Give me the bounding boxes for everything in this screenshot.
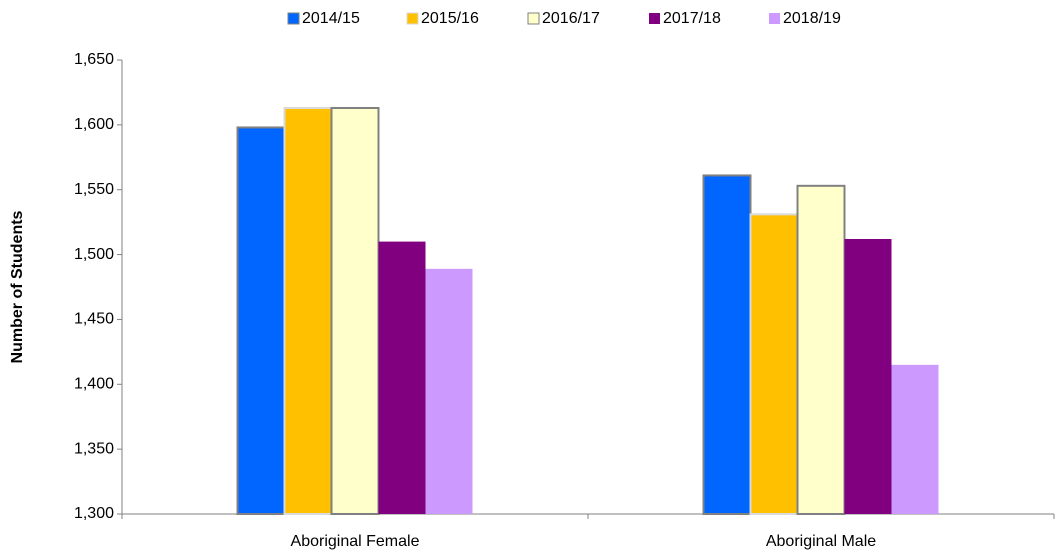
- legend-swatch: [406, 12, 419, 25]
- x-tick-label: Aboriginal Male: [766, 533, 876, 550]
- y-tick-label: 1,650: [74, 51, 114, 68]
- legend-label: 2018/19: [783, 10, 841, 27]
- legend-swatch: [769, 13, 780, 24]
- legend-label: 2014/15: [302, 10, 360, 27]
- bar: [702, 174, 752, 515]
- y-tick-label: 1,350: [74, 440, 114, 457]
- x-tick-label: Aboriginal Female: [291, 533, 420, 550]
- bar: [796, 184, 846, 516]
- y-tick-label: 1,600: [74, 116, 114, 133]
- legend-label: 2017/18: [663, 10, 721, 27]
- legend-label: 2015/16: [421, 10, 479, 27]
- y-axis-label: Number of Students: [9, 210, 26, 363]
- bar: [844, 239, 892, 514]
- legend-label: 2016/17: [542, 10, 600, 27]
- bar: [283, 106, 333, 515]
- y-tick-label: 1,400: [74, 376, 114, 393]
- bar: [378, 241, 426, 514]
- bar: [236, 126, 286, 516]
- legend-swatch: [527, 12, 540, 25]
- y-tick-label: 1,550: [74, 181, 114, 198]
- bar: [330, 106, 380, 515]
- legend-swatch: [649, 13, 660, 24]
- bar: [425, 268, 473, 514]
- y-tick-label: 1,450: [74, 311, 114, 328]
- y-tick-label: 1,300: [74, 505, 114, 522]
- bar: [891, 364, 939, 514]
- y-tick-label: 1,500: [74, 246, 114, 263]
- legend-swatch: [287, 12, 300, 25]
- bar: [749, 213, 799, 516]
